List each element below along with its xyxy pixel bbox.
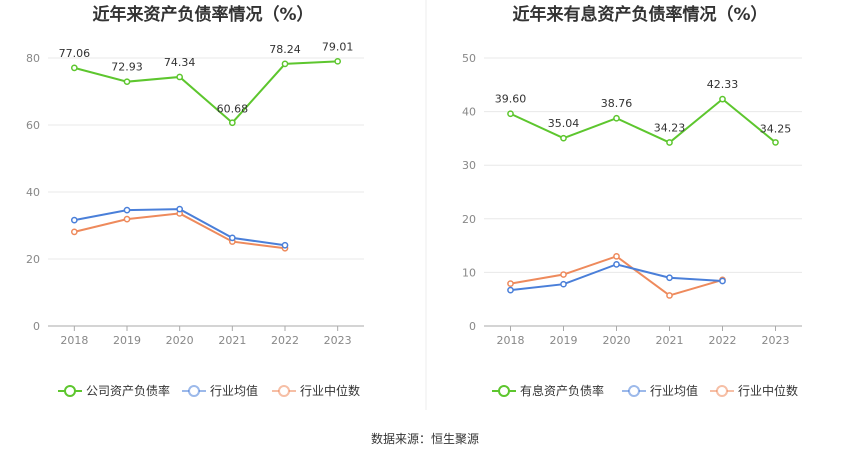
x-tick-label: 2019 [550,334,578,347]
data-point [281,60,289,68]
data-label: 38.76 [601,97,633,110]
x-tick-label: 2020 [166,334,194,347]
data-point [70,216,78,224]
data-point [772,139,779,146]
data-label: 60.68 [217,103,249,116]
y-tick-label: 30 [462,159,476,172]
data-point [666,274,673,282]
legend-marker [64,385,76,397]
data-point [507,286,514,294]
data-point [507,280,514,288]
data-point [719,95,726,103]
data-point [613,252,620,260]
legend-label: 行业中位数 [738,383,798,398]
data-label: 77.06 [59,47,91,60]
legend-marker [716,385,728,397]
chart-title: 近年来有息资产负债率情况（%） [512,4,767,25]
legend-label: 公司资产负债率 [86,383,170,398]
data-point [228,119,236,127]
data-point [334,57,342,65]
data-label: 79.01 [322,40,354,53]
x-tick-label: 2018 [60,334,88,347]
data-point [613,261,620,268]
data-point [281,241,289,249]
data-label: 74.34 [164,56,196,69]
data-point [123,78,131,86]
x-tick-label: 2022 [709,334,737,347]
legend-marker [628,385,640,397]
data-point [176,205,184,213]
data-point [176,73,184,81]
legend-label: 有息资产负债率 [520,383,604,398]
data-point [560,134,567,142]
data-point [507,110,514,118]
data-source: 数据来源：恒生聚源 [371,431,479,446]
y-tick-label: 0 [33,320,40,333]
data-point [70,64,78,72]
y-tick-label: 40 [462,106,476,119]
data-point [123,215,131,223]
legend-marker [188,385,200,397]
y-tick-label: 80 [26,52,40,65]
data-point [613,114,620,122]
data-label: 72.93 [111,61,143,74]
series-line [74,212,286,250]
data-point [666,139,673,146]
data-label: 78.24 [269,43,301,56]
chart-title: 近年来资产负债率情况（%） [92,4,313,25]
legend-label: 行业中位数 [300,383,360,398]
y-tick-label: 40 [26,186,40,199]
data-point [70,228,78,236]
data-point [123,206,131,214]
series-line [74,60,338,125]
legend-label: 行业均值 [210,383,258,398]
data-point [228,234,236,242]
x-tick-label: 2021 [656,334,684,347]
y-tick-label: 10 [462,266,476,279]
series-line [510,97,777,144]
y-tick-label: 20 [462,213,476,226]
legend-marker [278,385,290,397]
data-label: 39.60 [495,93,527,106]
data-point [666,292,673,299]
x-tick-label: 2023 [324,334,352,347]
y-tick-label: 0 [469,320,476,333]
x-tick-label: 2021 [218,334,246,347]
x-tick-label: 2019 [113,334,141,347]
x-tick-label: 2020 [603,334,631,347]
data-label: 34.23 [654,122,686,135]
data-label: 35.04 [548,117,580,130]
data-point [560,280,567,288]
data-point [560,271,567,278]
data-point [719,277,726,285]
x-tick-label: 2018 [497,334,525,347]
legend-marker [498,385,510,397]
x-tick-label: 2022 [271,334,299,347]
data-label: 34.25 [760,122,792,135]
x-tick-label: 2023 [762,334,790,347]
y-tick-label: 20 [26,253,40,266]
legend-label: 行业均值 [650,383,698,398]
interest-bearing-debt-ratio-chart: 近年来有息资产负债率情况（%） 0 10 20 30 40 50 2018 2019 2020 20… [462,4,802,398]
y-tick-label: 60 [26,119,40,132]
debt-ratio-chart: 近年来资产负债率情况（%） 0 20 40 60 80 2018 2019 2020 2021 20… [26,4,364,398]
data-label: 42.33 [707,78,739,91]
y-tick-label: 50 [462,52,476,65]
